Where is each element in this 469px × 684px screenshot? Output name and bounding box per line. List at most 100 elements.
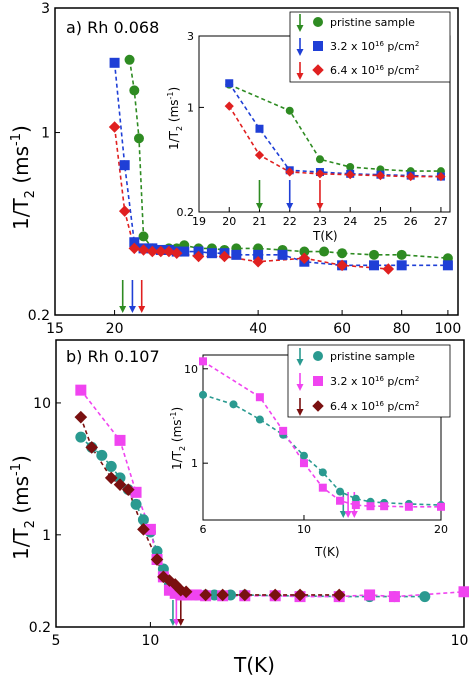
panel-b-point	[113, 478, 127, 491]
inset-a-arrows	[255, 180, 324, 210]
panel-b-point	[157, 570, 170, 584]
inset-b-point	[351, 501, 360, 510]
inset-b-point	[318, 468, 327, 477]
panel-b-point	[96, 449, 108, 461]
inset-b-point	[336, 496, 345, 505]
panel-b-point	[332, 588, 346, 602]
legend-b-arrow-1	[296, 348, 304, 366]
panel-b-point	[150, 553, 164, 566]
inset-b-point	[366, 502, 375, 511]
inset-b-point	[351, 494, 360, 503]
panel-b-ytick-label: 10	[33, 396, 51, 412]
inset-a-xtick-label: 27	[434, 215, 448, 228]
panel-a-point	[382, 263, 395, 275]
panel-b-points	[74, 384, 469, 603]
panel-a-label: a) Rh 0.068	[66, 18, 159, 37]
legend-b-arrow-2	[296, 373, 304, 391]
inset-a-ytick-label: 0.2	[177, 206, 195, 219]
panel-a-arrow	[119, 280, 127, 313]
panel-b-point	[174, 583, 188, 597]
inset-a-point	[406, 171, 416, 182]
panel-a-point	[163, 245, 175, 258]
inset-a-guide-line-3	[228, 105, 441, 178]
inset-a-point	[345, 170, 355, 180]
inset-a-xtick-label: 24	[343, 215, 357, 228]
panel-a-xtick-label: 60	[333, 321, 351, 337]
inset-a-ytick-label: 1	[187, 101, 194, 114]
inset-a-arrow	[286, 180, 294, 210]
inset-a-guide-line-2	[228, 82, 441, 178]
legend-b-arrow-3	[296, 398, 304, 416]
inset-b-point	[199, 357, 207, 366]
inset-b-point	[299, 451, 308, 460]
legend-a-marker-3	[312, 64, 324, 76]
panel-a-point	[252, 255, 264, 268]
inset-b-ticks: 6 10 20 1 10	[184, 363, 448, 536]
panel-b-point	[419, 591, 431, 603]
panel-a-frame	[54, 7, 459, 316]
panel-a-point	[369, 249, 380, 260]
legend-b-entry-2: 3.2 x 1016 p/cm2	[330, 375, 419, 388]
panel-a-point	[138, 231, 149, 242]
legend-a-marker-1	[313, 17, 323, 27]
panel-a-point	[129, 85, 140, 96]
panel-a-point	[396, 249, 407, 260]
inset-a-xtick-label: 19	[192, 215, 206, 228]
legend-a: pristine sample 3.2 x 1016 p/cm2 6.4 x 1…	[289, 11, 451, 83]
inset-b-ytick-label: 10	[184, 363, 198, 376]
panel-b-ylabel: 1/T2 (ms-1)	[9, 455, 38, 560]
panel-a: a) Rh 0.068 15 20 40 60 80 100 0.2 1 3 1/T2 (ms-…	[9, 1, 461, 337]
panel-b-arrow	[172, 600, 180, 626]
panel-a-point	[124, 54, 135, 65]
legend-b-entry-3: 6.4 x 1016 p/cm2	[330, 400, 419, 413]
panel-a-ticks: 15 20 40 60 80 100 0.2 1 3	[28, 1, 462, 337]
inset-a-point	[254, 150, 265, 160]
panel-b-point	[190, 589, 202, 601]
legend-a-entry-1: pristine sample	[330, 16, 415, 29]
inset-a-point	[375, 171, 386, 181]
legend-b-entry-1: pristine sample	[330, 350, 415, 363]
panel-b-ytick-label: 0.2	[29, 620, 51, 636]
inset-a-xtick-label: 22	[283, 215, 297, 228]
legend-a-entry-2: 3.2 x 1016 p/cm2	[330, 40, 419, 53]
panel-b-point	[458, 586, 469, 598]
inset-a-ylabel: 1/T2 (ms-1)	[166, 87, 184, 150]
inset-b-point	[255, 393, 264, 402]
inset-a-point	[315, 169, 325, 179]
panel-a-xtick-label: 40	[249, 321, 267, 337]
legend-a-arrow-2	[296, 38, 304, 56]
inset-a-point	[255, 124, 264, 133]
panel-a-ylabel: 1/T2 (ms-1)	[9, 125, 38, 230]
inset-a-xtick-label: 25	[373, 215, 387, 228]
inset-a-xtick-label: 26	[404, 215, 418, 228]
inset-b-point	[318, 483, 327, 492]
inset-b-point	[404, 502, 413, 511]
panel-a-arrow	[128, 280, 136, 313]
legend-a-arrow-3	[296, 62, 304, 80]
panel-a-point	[442, 260, 453, 271]
panel-b-point	[163, 584, 175, 596]
panel-a-point	[277, 249, 288, 260]
inset-b-point	[336, 487, 345, 496]
inset-b-point	[279, 426, 288, 435]
panel-b-point	[74, 410, 88, 424]
inset-a-xtick-label: 20	[222, 215, 236, 228]
panel-b-arrow	[177, 600, 185, 626]
inset-b-point	[380, 502, 389, 511]
panel-a-point	[231, 249, 242, 260]
legend-b: pristine sample 3.2 x 1016 p/cm2 6.4 x 1…	[287, 344, 451, 418]
panel-b-xtick-label: 100	[451, 633, 469, 649]
panel-a-point	[119, 160, 130, 171]
panel-b-point	[364, 589, 376, 601]
panel-a-point	[396, 260, 407, 271]
inset-b-xtick-label: 6	[200, 523, 207, 536]
panel-a-ytick-label: 0.2	[28, 308, 50, 324]
legend-b-marker-3	[312, 400, 324, 412]
panel-b-point	[105, 460, 117, 472]
inset-b-ytick-label: 1	[191, 457, 198, 470]
panel-b-point	[238, 588, 252, 602]
inset-b-ylabel: 1/T2 (ms-1)	[169, 407, 187, 470]
panel-a-point	[253, 249, 264, 260]
panel-a-arrow	[138, 280, 146, 313]
panel-a-point	[369, 260, 380, 271]
